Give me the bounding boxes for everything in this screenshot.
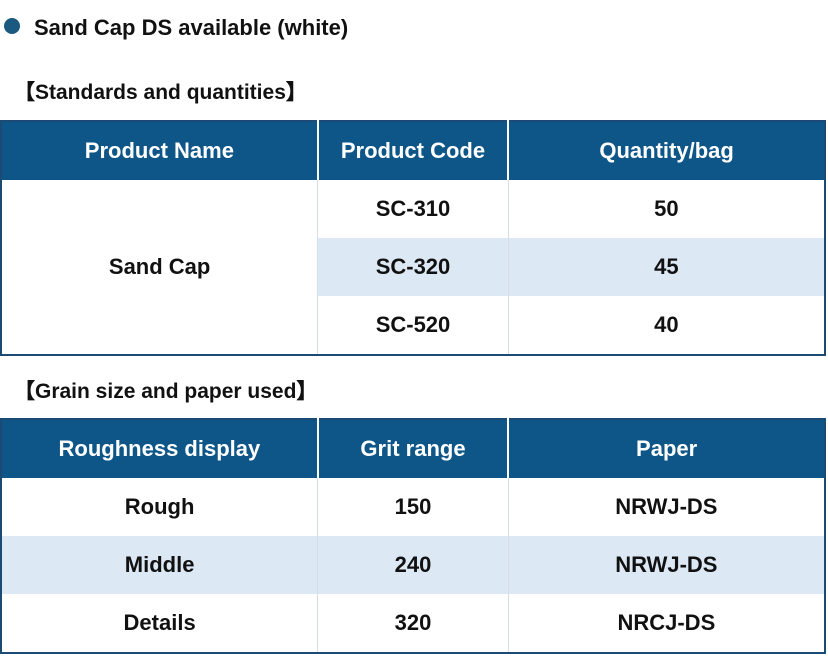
bullet-heading: Sand Cap DS available (white) [4,12,348,44]
roughness-cell: Details [1,594,319,653]
roughness-cell: Middle [1,536,319,594]
grit-cell: 320 [317,594,509,653]
standards-header-row: Product Name Product Code Quantity/bag [1,121,825,180]
standards-table: Product Name Product Code Quantity/bag S… [0,120,826,356]
quantity-cell: 50 [654,196,679,221]
table-row: Sand Cap SC-310 50 [1,180,825,355]
roughness-cell: Rough [1,478,319,536]
header-roughness-display: Roughness display [1,419,319,478]
standards-heading: 【Standards and quantities】 [14,81,307,104]
paper-cell: NRCJ-DS [617,610,716,635]
header-product-code: Product Code [317,121,510,180]
paper-cell: NRWJ-DS [615,494,718,519]
product-code-cell: SC-520 [317,296,509,355]
table-row: Details 320 NRCJ-DS [1,594,825,653]
quantity-cell: 40 [654,312,679,337]
grain-size-heading: 【Grain size and paper used】 [14,380,318,403]
table-row: SC-520 40 [1,296,825,355]
table-row: Middle 240 NRWJ-DS [1,536,825,594]
product-code-cell: SC-310 [317,180,509,238]
header-grit-range: Grit range [317,419,510,478]
product-code-cell: SC-320 [317,238,509,296]
bullet-heading-text: Sand Cap DS available (white) [34,15,349,40]
table-row: Rough 150 NRWJ-DS [1,478,825,536]
header-quantity-bag: Quantity/bag [508,121,825,180]
grit-cell: 150 [317,478,509,536]
paper-cell: NRWJ-DS [508,536,825,594]
quantity-cell: 45 [508,238,825,296]
header-paper: Paper [508,419,825,478]
grain-size-table: Roughness display Grit range Paper Rough… [0,418,826,654]
grit-cell: 240 [317,536,509,594]
grain-header-row: Roughness display Grit range Paper [1,419,825,478]
product-name-cell: Sand Cap [1,180,319,355]
bullet-dot-icon [4,18,20,34]
header-product-name: Product Name [1,121,319,180]
table-row: SC-320 45 [1,238,825,296]
